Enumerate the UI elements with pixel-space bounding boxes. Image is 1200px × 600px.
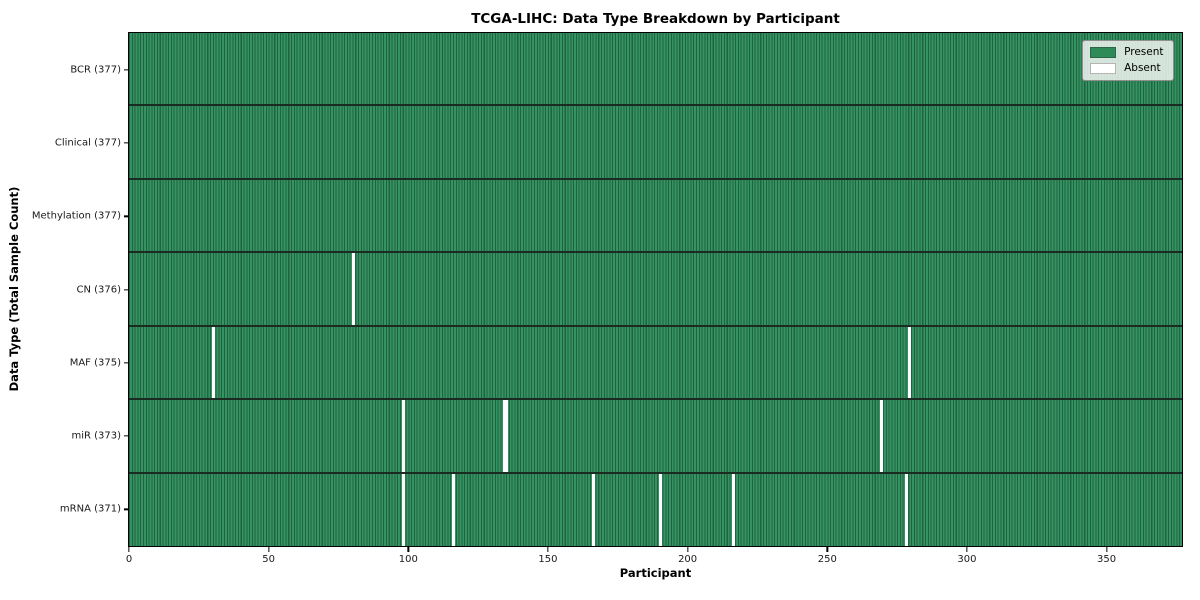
absent-mark-maf-30 [212, 326, 216, 399]
absent-mark-mrna-98 [402, 473, 406, 546]
heatmap-row-cn [128, 253, 1182, 327]
heatmap-row-methylation [128, 179, 1182, 254]
y-axis-tick-labels: BCR (377) Clinical (377) Methylation (377)… [0, 33, 121, 546]
absent-mark-mir-98 [402, 400, 406, 472]
legend-entry-absent: Absent [1090, 61, 1163, 74]
legend: Present Absent [1082, 39, 1174, 81]
y-tick-mark [124, 508, 129, 510]
absent-mark-mrna-216 [731, 473, 735, 546]
absent-mark-mrna-278 [904, 473, 908, 546]
heatmap-row-bcr [128, 32, 1182, 107]
absent-mark-maf-279 [907, 326, 911, 399]
y-tick-mark [124, 142, 129, 144]
x-tick-mark [1105, 547, 1108, 552]
y-tick-label-maf: MAF (375) [69, 357, 121, 369]
x-tick-label-150: 150 [538, 554, 558, 565]
absent-mark-mrna-116 [452, 473, 456, 546]
x-tick-mark [267, 547, 270, 552]
present-swatch-icon [1090, 46, 1117, 58]
x-tick-mark [407, 547, 409, 552]
heatmap-row-maf [128, 326, 1182, 401]
absent-mark-mir-135 [505, 400, 509, 472]
x-tick-mark [826, 547, 828, 552]
x-axis-title: Participant [619, 566, 692, 580]
x-tick-mark [128, 547, 130, 552]
y-tick-label-mrna: mRNA (371) [59, 503, 121, 515]
heatmap-row-mir [128, 400, 1182, 474]
x-tick-mark [686, 547, 689, 552]
y-tick-mark [124, 68, 129, 71]
x-tick-label-350: 350 [1097, 554, 1117, 565]
y-tick-label-mir: miR (373) [71, 430, 121, 442]
x-tick-label-200: 200 [678, 554, 698, 565]
heatmap-row-mrna [128, 473, 1182, 546]
y-axis-tick-marks [124, 33, 129, 546]
absent-mark-mir-134 [502, 400, 506, 472]
heatmap-plot-area: Present Absent [127, 31, 1183, 547]
legend-label-present: Present [1124, 45, 1164, 58]
absent-mark-mrna-190 [659, 473, 663, 546]
y-tick-label-methylation: Methylation (377) [31, 210, 121, 222]
legend-entry-present: Present [1090, 45, 1164, 58]
x-tick-label-0: 0 [125, 554, 133, 565]
absent-mark-mir-269 [879, 400, 883, 472]
legend-label-absent: Absent [1124, 61, 1161, 74]
x-tick-label-250: 250 [817, 554, 837, 565]
y-tick-mark [124, 435, 129, 437]
absent-mark-mrna-166 [592, 473, 596, 546]
chart-title: TCGA-LIHC: Data Type Breakdown by Partic… [471, 11, 840, 27]
y-tick-mark [124, 288, 129, 291]
y-tick-mark [124, 215, 129, 217]
absent-mark-cn-80 [351, 253, 355, 325]
y-tick-label-bcr: BCR (377) [70, 64, 121, 76]
y-tick-label-cn: CN (376) [76, 284, 121, 295]
y-tick-label-clinical: Clinical (377) [54, 137, 121, 149]
x-tick-mark [966, 547, 968, 552]
x-tick-mark [547, 547, 549, 552]
x-tick-label-300: 300 [957, 554, 977, 565]
x-axis-tick-labels: 0 50 100 150 200 250 300 350 [125, 546, 1182, 572]
y-tick-mark [124, 362, 129, 364]
x-tick-label-100: 100 [398, 554, 418, 565]
absent-swatch-icon [1090, 62, 1117, 74]
heatmap-row-clinical [128, 106, 1182, 180]
x-tick-label-50: 50 [262, 554, 276, 565]
